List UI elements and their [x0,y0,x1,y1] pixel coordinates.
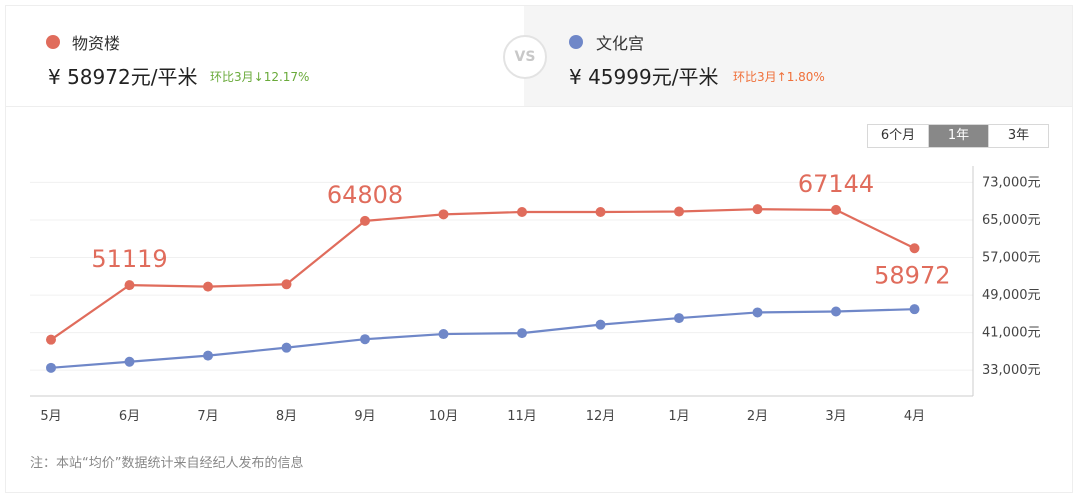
data-point [674,313,684,324]
data-label: 67144 [798,170,874,198]
data-point [438,329,449,340]
data-source-note: 注：本站“均价”数据统计来自经纪人发布的信息 [30,456,304,471]
x-tick-label: 3月 [825,409,846,424]
x-tick-label: 5月 [40,409,61,424]
data-point [281,342,292,353]
estate-price-left: ¥ 58972元/平米 [48,65,198,89]
data-point [831,204,841,215]
range-tab-3-years[interactable]: 3年 [988,125,1048,147]
x-tick-label: 10月 [429,409,459,424]
estate-name-left: 物资楼 [72,34,121,53]
x-tick-label: 6月 [119,409,140,424]
x-tick-label: 4月 [904,409,925,424]
data-label: 64808 [327,181,403,209]
series-line-right [50,308,915,369]
x-tick-label: 9月 [354,409,375,424]
data-point [438,209,449,220]
range-tab-6-months[interactable]: 6个月 [868,125,928,147]
x-tick-label: 12月 [586,409,616,424]
data-point [124,280,135,291]
estate-price-right: ¥ 45999元/平米 [569,65,719,89]
y-tick-label: 73,000元 [982,175,1041,190]
data-point [517,207,527,217]
data-label: 51119 [91,245,167,273]
range-tab-1-year[interactable]: 1年 [928,125,988,147]
data-point [517,328,527,339]
data-point [595,319,606,330]
comparison-header: 物资楼 ¥ 58972元/平米 环比3月↓12.17% 文化宫 ¥ 45999元… [6,6,1072,107]
data-point [281,279,292,290]
estate-summary-right: 文化宫 ¥ 45999元/平米 环比3月↑1.80% [524,6,1072,106]
y-tick-label: 33,000元 [982,363,1041,378]
data-point [909,243,920,254]
data-point [124,356,135,367]
y-tick-label: 49,000元 [982,288,1041,303]
data-point [203,350,213,361]
comparison-right-panel [524,6,1072,106]
x-tick-label: 1月 [668,409,689,424]
data-point [360,215,370,226]
data-point [752,307,763,318]
data-point [674,206,684,217]
x-tick-label: 2月 [747,409,768,424]
data-point [831,306,841,317]
y-tick-label: 41,000元 [982,326,1041,341]
data-point [595,207,606,217]
data-point [46,362,56,373]
x-tick-label: 11月 [507,409,537,424]
series-color-dot-left [46,35,60,49]
y-tick-label: 57,000元 [982,251,1041,266]
x-tick-label: 8月 [276,409,297,424]
data-label: 58972 [874,261,950,289]
x-tick-label: 7月 [197,409,218,424]
data-point [909,304,920,315]
vs-badge: VS [503,35,547,79]
time-range-switcher: 6个月 1年 3年 [867,124,1049,148]
series-line-left [50,208,915,341]
chart-card [5,5,1073,493]
estate-change-right: 环比3月↑1.80% [733,70,825,84]
series-color-dot-right [569,35,583,49]
data-point [360,334,370,345]
y-tick-label: 65,000元 [982,213,1041,228]
estate-summary-left: 物资楼 ¥ 58972元/平米 环比3月↓12.17% [6,6,524,106]
estate-change-left: 环比3月↓12.17% [210,70,310,84]
estate-name-right: 文化宫 [596,34,645,53]
data-point [752,204,763,215]
data-point [203,281,213,292]
data-point [46,334,56,345]
